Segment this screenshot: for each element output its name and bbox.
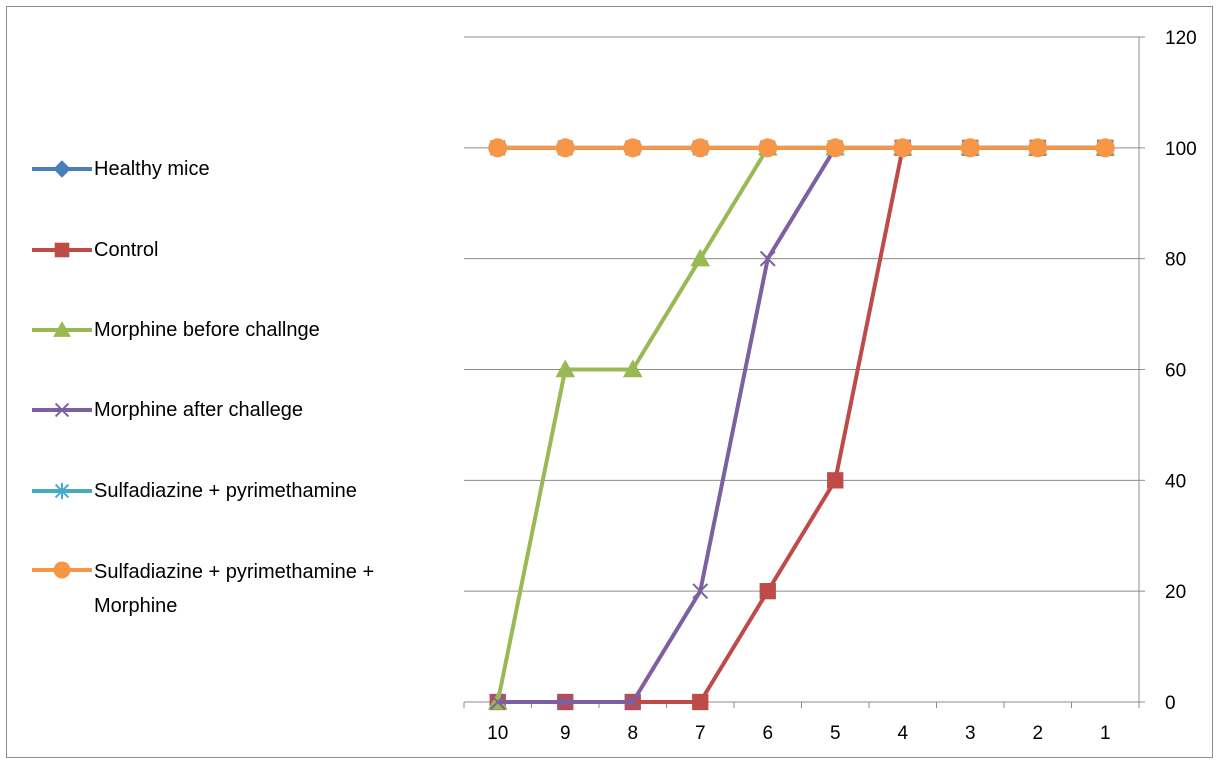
y-tick-label: 20	[1165, 582, 1186, 603]
legend-label: Morphine after challege	[94, 399, 304, 421]
legend-swatch	[32, 160, 92, 178]
chart-frame	[6, 6, 1213, 758]
legend-marker	[53, 160, 71, 178]
legend-swatch	[32, 320, 92, 337]
y-tick-label: 120	[1165, 28, 1197, 49]
y-tick-label: 0	[1165, 693, 1176, 714]
data-point	[624, 694, 641, 710]
x-tick-label: 4	[897, 723, 908, 744]
series-3	[487, 137, 1116, 710]
y-tick-label: 100	[1165, 139, 1197, 160]
legend-item: Morphine after challege	[30, 398, 303, 425]
x-tick-label: 6	[762, 723, 773, 744]
data-point	[488, 138, 508, 158]
data-point	[827, 472, 844, 489]
data-point	[557, 694, 574, 710]
data-point	[690, 138, 710, 158]
legend-label: Control	[94, 239, 159, 261]
legend-label: Healthy mice	[94, 158, 210, 180]
legend-item: Sulfadiazine + pyrimethamine	[30, 479, 357, 506]
data-point	[960, 138, 980, 158]
y-tick-label: 40	[1165, 471, 1186, 492]
legend-swatch	[32, 402, 92, 418]
series-6	[488, 138, 1115, 158]
series-line	[497, 145, 1106, 704]
legend-marker	[54, 402, 70, 418]
data-point	[555, 359, 576, 378]
series-line	[495, 145, 1106, 703]
legend-marker	[53, 561, 71, 579]
data-point	[692, 693, 709, 711]
data-point	[759, 250, 776, 267]
series-2	[489, 139, 1114, 711]
legend-item: Morphine before challnge	[30, 318, 320, 345]
x-tick-label: 9	[560, 723, 571, 744]
data-point	[1028, 138, 1048, 158]
data-point	[623, 138, 643, 158]
data-point	[555, 138, 575, 158]
data-point	[692, 583, 709, 600]
data-point	[825, 138, 845, 158]
x-tick-label: 10	[487, 723, 508, 744]
x-tick-label: 8	[627, 723, 638, 744]
series-line	[497, 145, 1106, 704]
data-point	[489, 694, 506, 710]
data-point	[690, 248, 711, 267]
data-point	[1095, 138, 1115, 158]
legend-marker	[54, 242, 70, 258]
x-tick-label: 7	[695, 723, 706, 744]
series-4	[489, 139, 1114, 710]
y-tick-label: 60	[1165, 361, 1186, 382]
legend-item: Healthy mice	[30, 157, 210, 184]
data-point	[759, 583, 776, 600]
legend-swatch	[32, 483, 92, 499]
legend-swatch	[32, 561, 92, 579]
data-point	[622, 359, 643, 378]
y-tick-label: 80	[1165, 250, 1186, 271]
legend-item: Sulfadiazine + pyrimethamine + Morphine	[30, 558, 394, 623]
legend-label: Morphine before challnge	[94, 319, 320, 341]
x-tick-label: 2	[1032, 723, 1043, 744]
legend-marker	[54, 483, 70, 499]
data-point	[893, 138, 913, 158]
legend: Healthy mice Control Morphine before chall…	[30, 0, 440, 764]
legend-label: Sulfadiazine + pyrimethamine	[94, 480, 357, 502]
x-tick-label: 5	[830, 723, 841, 744]
legend-marker	[53, 320, 71, 337]
legend-swatch	[32, 242, 92, 258]
legend-item: Control	[30, 238, 158, 265]
data-point	[758, 138, 778, 158]
legend-label: Sulfadiazine + pyrimethamine + Morphine	[94, 561, 375, 617]
x-tick-label: 1	[1100, 723, 1111, 744]
x-tick-label: 3	[965, 723, 976, 744]
